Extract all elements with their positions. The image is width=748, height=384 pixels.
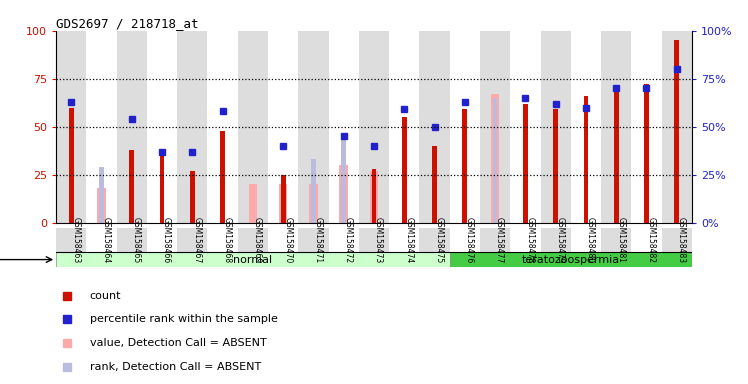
Bar — [86, 31, 117, 223]
Bar — [359, 31, 389, 223]
Text: GSM158481: GSM158481 — [616, 217, 625, 263]
Text: GSM158463: GSM158463 — [71, 217, 80, 263]
Bar — [402, 117, 407, 223]
Bar — [268, 31, 298, 223]
Bar — [662, 228, 692, 252]
Bar — [298, 31, 328, 223]
Text: teratozoospermia: teratozoospermia — [522, 255, 620, 265]
Text: GSM158470: GSM158470 — [283, 217, 292, 263]
Bar — [675, 40, 679, 223]
Bar — [147, 31, 177, 223]
Bar — [601, 228, 631, 252]
Bar — [147, 228, 177, 252]
Bar — [99, 167, 104, 223]
Bar — [370, 171, 378, 223]
Bar — [662, 31, 692, 223]
Bar — [614, 90, 619, 223]
Text: GSM158466: GSM158466 — [162, 217, 171, 263]
Bar — [372, 169, 376, 223]
Text: GSM158465: GSM158465 — [132, 217, 141, 263]
Text: GSM158469: GSM158469 — [253, 217, 262, 263]
Bar — [97, 188, 105, 223]
Bar — [554, 109, 558, 223]
Text: GSM158480: GSM158480 — [586, 217, 595, 263]
Text: GSM158475: GSM158475 — [435, 217, 444, 263]
Bar — [238, 228, 268, 252]
Text: GSM158473: GSM158473 — [374, 217, 383, 263]
Text: GSM158474: GSM158474 — [404, 217, 414, 263]
Bar — [298, 228, 328, 252]
Bar — [341, 138, 346, 223]
Text: GSM158476: GSM158476 — [465, 217, 473, 263]
Bar — [480, 228, 510, 252]
Text: GSM158471: GSM158471 — [313, 217, 322, 263]
Bar — [279, 184, 287, 223]
Bar — [117, 31, 147, 223]
Text: GSM158477: GSM158477 — [495, 217, 504, 263]
Bar — [309, 184, 318, 223]
Bar — [420, 31, 450, 223]
Text: GSM158483: GSM158483 — [677, 217, 686, 263]
Bar — [601, 31, 631, 223]
Bar — [56, 252, 450, 267]
Bar — [359, 228, 389, 252]
Bar — [207, 228, 238, 252]
Text: count: count — [90, 291, 121, 301]
Bar — [389, 31, 420, 223]
Bar — [328, 228, 359, 252]
Text: GSM158482: GSM158482 — [646, 217, 655, 263]
Bar — [248, 184, 257, 223]
Text: GSM158478: GSM158478 — [525, 217, 534, 263]
Bar — [571, 31, 601, 223]
Bar — [86, 228, 117, 252]
Bar — [450, 252, 692, 267]
Bar — [450, 228, 480, 252]
Bar — [177, 31, 207, 223]
Bar — [117, 228, 147, 252]
Bar — [220, 131, 225, 223]
Bar — [190, 171, 194, 223]
Bar — [177, 228, 207, 252]
Text: GSM158467: GSM158467 — [192, 217, 201, 263]
Bar — [644, 84, 649, 223]
Bar — [207, 31, 238, 223]
Bar — [571, 228, 601, 252]
Bar — [541, 228, 571, 252]
Bar — [159, 156, 165, 223]
Bar — [238, 31, 268, 223]
Bar — [129, 150, 134, 223]
Bar — [480, 31, 510, 223]
Bar — [462, 109, 468, 223]
Bar — [311, 159, 316, 223]
Text: GSM158472: GSM158472 — [344, 217, 353, 263]
Bar — [510, 228, 541, 252]
Bar — [583, 96, 589, 223]
Bar — [268, 228, 298, 252]
Text: normal: normal — [233, 255, 272, 265]
Bar — [631, 228, 662, 252]
Bar — [493, 98, 497, 223]
Bar — [631, 31, 662, 223]
Bar — [328, 31, 359, 223]
Bar — [69, 108, 73, 223]
Bar — [420, 228, 450, 252]
Text: rank, Detection Call = ABSENT: rank, Detection Call = ABSENT — [90, 362, 261, 372]
Text: GSM158479: GSM158479 — [556, 217, 565, 263]
Bar — [56, 31, 86, 223]
Text: GSM158468: GSM158468 — [223, 217, 232, 263]
Bar — [491, 94, 500, 223]
Bar — [510, 31, 541, 223]
Bar — [523, 104, 528, 223]
Text: GSM158464: GSM158464 — [102, 217, 111, 263]
Bar — [541, 31, 571, 223]
Bar — [280, 175, 286, 223]
Bar — [450, 31, 480, 223]
Bar — [340, 165, 348, 223]
Bar — [432, 146, 437, 223]
Bar — [56, 228, 86, 252]
Text: value, Detection Call = ABSENT: value, Detection Call = ABSENT — [90, 338, 266, 348]
Text: percentile rank within the sample: percentile rank within the sample — [90, 314, 278, 324]
Text: GDS2697 / 218718_at: GDS2697 / 218718_at — [56, 17, 199, 30]
Bar — [389, 228, 420, 252]
